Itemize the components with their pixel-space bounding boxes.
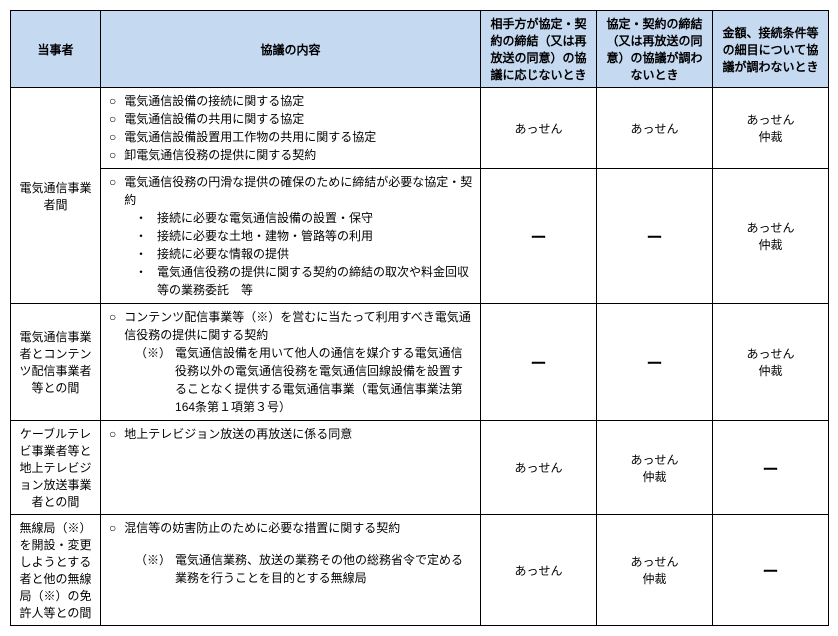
table-row: 無線局（※）を開設・変更しようとする者と他の無線局（※）の免許人等との間 ○混信… — [11, 515, 829, 626]
content-cell: ○電気通信役務の円滑な提供の確保のために締結が必要な協定・契約 ・接続に必要な電… — [101, 169, 481, 304]
dash-mark: ー — [530, 356, 546, 373]
sub-text: 電気通信役務の提供に関する契約の締結の取次や料金回収等の業務委託 等 — [157, 263, 474, 299]
circle-marker: ○ — [107, 425, 124, 443]
content-text: 電気通信設備の接続に関する協定 — [124, 92, 474, 110]
status-cell: ー — [597, 169, 713, 304]
status-cell: あっせん 仲裁 — [597, 515, 713, 626]
status-cell: あっせん 仲裁 — [713, 304, 829, 421]
dash-mark: ー — [530, 230, 546, 247]
dash-mark: ー — [646, 356, 662, 373]
status-cell: あっせん 仲裁 — [713, 169, 829, 304]
note-text: 電気通信業務、放送の業務その他の総務省令で定める業務を行うことを目的とする無線局 — [175, 551, 474, 587]
status-line: あっせん — [603, 451, 706, 468]
dash-mark: ー — [646, 230, 662, 247]
status-cell: ー — [481, 304, 597, 421]
dot-marker: ・ — [135, 227, 157, 245]
note-label: （※） — [135, 551, 175, 587]
status-line: あっせん — [719, 219, 822, 236]
party-cell: 電気通信事業者とコンテンツ配信事業者等との間 — [11, 304, 101, 421]
status-line: あっせん — [603, 553, 706, 570]
sub-text: 接続に必要な電気通信設備の設置・保守 — [157, 209, 373, 227]
status-cell: あっせん 仲裁 — [597, 421, 713, 515]
content-cell: ○混信等の妨害防止のために必要な措置に関する契約 （※） 電気通信業務、放送の業… — [101, 515, 481, 626]
party-cell: 無線局（※）を開設・変更しようとする者と他の無線局（※）の免許人等との間 — [11, 515, 101, 626]
dash-mark: ー — [762, 564, 778, 581]
circle-marker: ○ — [107, 128, 124, 146]
party-cell: ケーブルテレビ事業者等と地上テレビジョン放送事業者との間 — [11, 421, 101, 515]
status-cell: あっせん — [481, 88, 597, 169]
dot-marker: ・ — [135, 245, 157, 263]
circle-marker: ○ — [107, 308, 124, 344]
status-cell: あっせん — [597, 88, 713, 169]
header-row: 当事者 協議の内容 相手方が協定・契約の締結（又は再放送の同意）の協議に応じない… — [11, 11, 829, 88]
status-line: 仲裁 — [603, 468, 706, 485]
status-line: 仲裁 — [719, 362, 822, 379]
header-content: 協議の内容 — [101, 11, 481, 88]
party-cell: 電気通信事業者間 — [11, 88, 101, 304]
dot-marker: ・ — [135, 263, 157, 299]
circle-marker: ○ — [107, 519, 124, 537]
status-cell: ー — [713, 421, 829, 515]
status-cell: ー — [481, 169, 597, 304]
content-text: 混信等の妨害防止のために必要な措置に関する契約 — [124, 519, 474, 537]
status-line: 仲裁 — [719, 128, 822, 145]
status-cell: あっせん — [481, 421, 597, 515]
content-cell: ○地上テレビジョン放送の再放送に係る同意 — [101, 421, 481, 515]
content-text: コンテンツ配信事業等（※）を営むに当たって利用すべき電気通信役務の提供に関する契… — [124, 308, 474, 344]
circle-marker: ○ — [107, 110, 124, 128]
circle-marker: ○ — [107, 146, 124, 164]
table-row: 電気通信事業者とコンテンツ配信事業者等との間 ○コンテンツ配信事業等（※）を営む… — [11, 304, 829, 421]
status-cell: あっせん 仲裁 — [713, 88, 829, 169]
table-row: ○電気通信役務の円滑な提供の確保のために締結が必要な協定・契約 ・接続に必要な電… — [11, 169, 829, 304]
circle-marker: ○ — [107, 92, 124, 110]
status-cell: ー — [597, 304, 713, 421]
table-row: ケーブルテレビ事業者等と地上テレビジョン放送事業者との間 ○地上テレビジョン放送… — [11, 421, 829, 515]
content-text: 電気通信設備設置用工作物の共用に関する協定 — [124, 128, 474, 146]
content-cell: ○電気通信設備の接続に関する協定 ○電気通信設備の共用に関する協定 ○電気通信設… — [101, 88, 481, 169]
header-col3: 金額、接続条件等の細目について協議が調わないとき — [713, 11, 829, 88]
header-party: 当事者 — [11, 11, 101, 88]
status-line: あっせん — [719, 111, 822, 128]
sub-text: 接続に必要な土地・建物・管路等の利用 — [157, 227, 373, 245]
content-text: 電気通信設備の共用に関する協定 — [124, 110, 474, 128]
content-text: 卸電気通信役務の提供に関する契約 — [124, 146, 474, 164]
sub-text: 接続に必要な情報の提供 — [157, 245, 289, 263]
dash-mark: ー — [762, 462, 778, 479]
circle-marker: ○ — [107, 173, 124, 209]
status-line: 仲裁 — [603, 570, 706, 587]
content-text: 電気通信役務の円滑な提供の確保のために締結が必要な協定・契約 — [124, 173, 474, 209]
status-line: 仲裁 — [719, 236, 822, 253]
content-cell: ○コンテンツ配信事業等（※）を営むに当たって利用すべき電気通信役務の提供に関する… — [101, 304, 481, 421]
content-text: 地上テレビジョン放送の再放送に係る同意 — [124, 425, 474, 443]
arbitration-table: 当事者 協議の内容 相手方が協定・契約の締結（又は再放送の同意）の協議に応じない… — [10, 10, 829, 626]
status-cell: あっせん — [481, 515, 597, 626]
note-text: 電気通信設備を用いて他人の通信を媒介する電気通信役務以外の電気通信役務を電気通信… — [175, 344, 474, 416]
table-row: 電気通信事業者間 ○電気通信設備の接続に関する協定 ○電気通信設備の共用に関する… — [11, 88, 829, 169]
dot-marker: ・ — [135, 209, 157, 227]
header-col1: 相手方が協定・契約の締結（又は再放送の同意）の協議に応じないとき — [481, 11, 597, 88]
note-label: （※） — [135, 344, 175, 416]
header-col2: 協定・契約の締結（又は再放送の同意）の協議が調わないとき — [597, 11, 713, 88]
status-line: あっせん — [719, 345, 822, 362]
status-cell: ー — [713, 515, 829, 626]
